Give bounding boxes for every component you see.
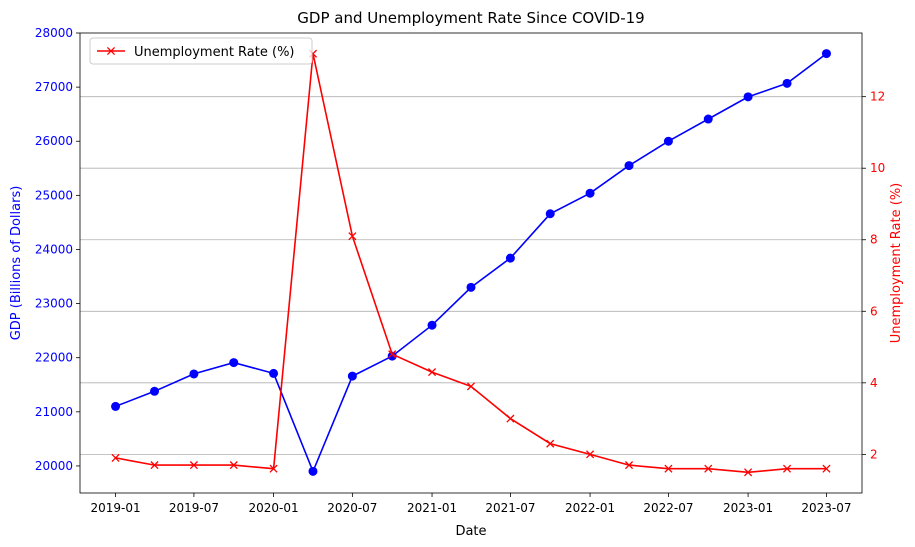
data-point	[782, 78, 792, 88]
data-point	[505, 253, 515, 263]
data-point	[189, 369, 199, 379]
axes: 2019-01 2019-07 2020-01 2020-07 2021-01 2021-…	[35, 26, 885, 515]
left-y-tick-label: 20000	[35, 459, 73, 473]
x-axis-label: Date	[455, 524, 486, 539]
x-tick-label: 2022-01	[565, 501, 615, 515]
data-point	[269, 464, 278, 473]
left-y-tick-label: 22000	[35, 351, 73, 365]
data-point	[269, 368, 279, 378]
data-point	[189, 461, 198, 470]
data-point	[150, 386, 160, 396]
right-y-tick-label: 2	[870, 447, 878, 461]
data-point	[664, 464, 673, 473]
data-point	[229, 461, 238, 470]
left-y-axis-label: GDP (Billions of Dollars)	[9, 186, 24, 341]
legend-marker	[106, 46, 116, 56]
x-tick-label: 2023-01	[723, 501, 773, 515]
data-point	[427, 320, 437, 330]
series-line	[115, 52, 827, 474]
data-point	[744, 468, 753, 477]
data-point	[308, 466, 318, 476]
x-tick-label: 2023-07	[801, 501, 851, 515]
data-point	[545, 209, 555, 219]
grid-lines	[80, 96, 862, 455]
data-point	[111, 401, 121, 411]
data-point	[624, 461, 634, 470]
data-point	[388, 350, 397, 359]
left-y-tick-label: 27000	[35, 80, 73, 94]
data-point	[466, 282, 476, 292]
x-tick-label: 2020-07	[327, 501, 377, 515]
data-point	[427, 368, 437, 377]
chart-title: GDP and Unemployment Rate Since COVID-19	[297, 9, 644, 27]
x-tick-label: 2022-07	[643, 501, 693, 515]
legend-box	[89, 37, 313, 65]
data-point	[821, 49, 831, 59]
data-point	[466, 382, 476, 391]
legend-label: Unemployment Rate (%)	[134, 45, 295, 60]
left-y-tick-label: 25000	[35, 188, 73, 202]
left-y-tick-label: 28000	[35, 26, 73, 40]
data-point	[704, 464, 713, 473]
data-point	[229, 358, 239, 368]
right-y-tick-label: 6	[870, 304, 878, 318]
right-y-tick-label: 12	[870, 90, 885, 104]
data-point	[348, 232, 357, 241]
data-point	[586, 450, 595, 459]
data-point	[150, 461, 159, 470]
x-tick-label: 2021-01	[407, 501, 457, 515]
data-point	[703, 114, 713, 124]
right-y-tick-label: 8	[870, 233, 878, 247]
data-point	[387, 351, 397, 361]
x-tick-label: 2019-07	[169, 501, 219, 515]
series-1	[111, 49, 831, 477]
data-point	[585, 188, 595, 198]
data-point	[624, 161, 634, 171]
data-point	[111, 453, 120, 463]
data-point	[743, 92, 753, 102]
data-point	[663, 136, 673, 146]
left-y-tick-label: 26000	[35, 134, 73, 148]
data-point	[506, 414, 515, 423]
data-point	[546, 439, 555, 448]
series-line	[115, 53, 827, 474]
left-y-tick-label: 23000	[35, 297, 73, 311]
legend: Unemployment Rate (%)	[89, 37, 313, 65]
data-point	[782, 464, 792, 473]
x-tick-label: 2020-01	[249, 501, 299, 515]
right-y-axis-label: Unemployment Rate (%)	[889, 183, 904, 344]
x-tick-label: 2021-07	[485, 501, 535, 515]
left-y-tick-label: 24000	[35, 242, 73, 256]
x-tick-label: 2019-01	[90, 501, 140, 515]
data-point	[347, 371, 357, 381]
left-y-tick-label: 21000	[35, 405, 73, 419]
series-0	[111, 49, 831, 476]
right-y-tick-label: 4	[870, 376, 878, 390]
plot-frame	[79, 32, 863, 494]
data-point	[822, 464, 831, 473]
right-y-tick-label: 10	[870, 161, 885, 175]
